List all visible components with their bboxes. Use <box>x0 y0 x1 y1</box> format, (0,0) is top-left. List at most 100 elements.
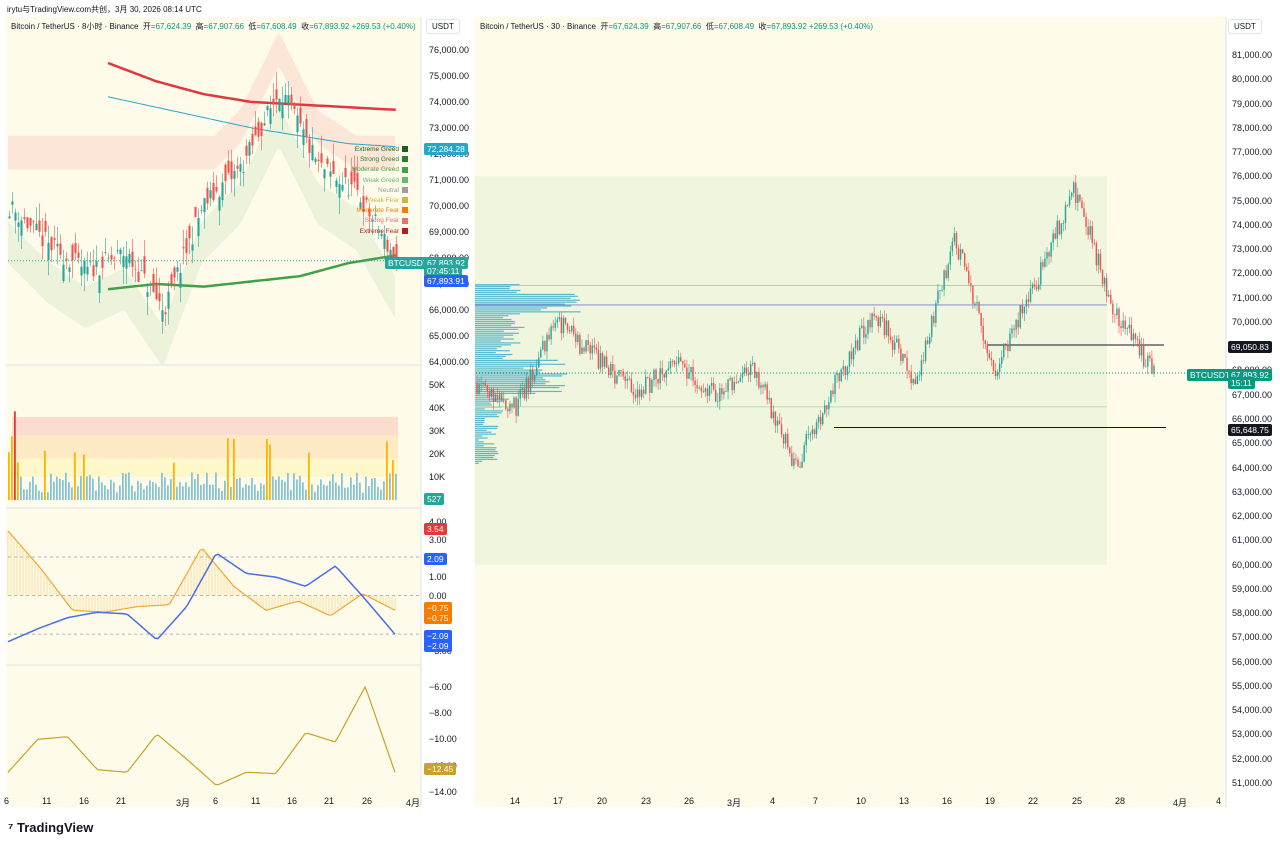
right-candle <box>838 373 840 382</box>
left-candle <box>125 256 128 269</box>
right-volume-profile-bar <box>475 451 498 453</box>
right-candle <box>1013 328 1015 330</box>
right-candle <box>1081 200 1083 209</box>
left-candle <box>194 206 197 218</box>
right-candle <box>498 394 501 400</box>
left-oscillator-tick: 0.00 <box>429 590 447 601</box>
right-candle <box>552 326 554 328</box>
right-candle <box>772 411 775 419</box>
right-volume-profile-bar <box>475 404 493 406</box>
left-candle <box>173 267 176 278</box>
right-candle <box>618 370 620 376</box>
right-price-tick: 77,000.00 <box>1232 147 1273 158</box>
right-candle <box>603 356 606 367</box>
left-volume-tick: 20K <box>429 448 446 459</box>
right-candle <box>1048 252 1050 257</box>
right-candle <box>677 357 680 364</box>
right-candle <box>992 360 995 371</box>
left-candle <box>365 197 368 200</box>
right-candle <box>1040 262 1042 285</box>
right-open: =67,624.39 <box>608 22 649 31</box>
left-volume-bar <box>197 474 199 500</box>
left-volume-bar <box>215 472 217 500</box>
right-candle <box>830 390 832 403</box>
right-candle <box>614 370 616 384</box>
left-high-label: 高 <box>195 22 204 31</box>
left-candle <box>230 161 233 180</box>
right-volume-profile-bar <box>475 383 546 385</box>
right-volume-profile-bar <box>475 367 524 369</box>
left-candle <box>302 129 305 145</box>
left-time-tick: 6 <box>4 796 10 806</box>
left-volume-bar <box>116 492 118 500</box>
left-volume-bar <box>170 479 172 500</box>
right-candle <box>1038 284 1040 290</box>
attribution-header: irytu与TradingView.com共创，3月 30, 2026 08:1… <box>7 5 202 14</box>
left-volume-bar <box>293 473 295 500</box>
right-chart-pane[interactable] <box>474 17 1226 807</box>
right-volume-profile-bar <box>475 357 503 360</box>
right-candle <box>548 334 550 340</box>
right-currency-button[interactable]: USDT <box>1228 19 1262 34</box>
right-volume-profile-bar <box>475 307 548 309</box>
right-candle <box>953 233 956 242</box>
right-candle <box>797 459 799 467</box>
right-candle <box>842 366 844 370</box>
left-candle <box>152 273 155 292</box>
right-candle <box>714 389 717 402</box>
right-volume-profile-bar <box>475 373 568 375</box>
left-currency-button[interactable]: USDT <box>426 19 460 34</box>
right-candle <box>719 388 721 402</box>
left-candle <box>65 258 68 261</box>
left-time-tick: 21 <box>324 796 335 806</box>
right-time-tick: 10 <box>856 796 867 806</box>
right-price-tick: 56,000.00 <box>1232 656 1273 667</box>
right-candle <box>1097 253 1100 266</box>
fear-greed-label: Moderate Greed <box>351 166 399 174</box>
right-candle <box>533 375 536 381</box>
right-candle <box>647 377 649 378</box>
right-volume-profile-bar <box>475 416 499 418</box>
right-candle <box>968 270 970 284</box>
right-candle <box>486 385 489 392</box>
left-chart-pane[interactable] <box>6 17 421 807</box>
right-volume-profile-bar <box>475 338 514 340</box>
right-candle <box>562 317 565 334</box>
right-volume-profile-bar <box>475 375 563 377</box>
right-price-tick: 60,000.00 <box>1232 559 1273 570</box>
fear-greed-item: Moderate Fear <box>356 207 408 214</box>
right-volume-profile-bar <box>475 392 536 394</box>
right-candle <box>795 458 797 460</box>
left-candle <box>62 264 65 281</box>
right-candle <box>873 313 875 316</box>
left-candle <box>374 214 377 216</box>
right-candle <box>908 370 910 372</box>
right-candle <box>776 420 779 426</box>
right-price-tick: 63,000.00 <box>1232 486 1273 497</box>
left-volume-bar <box>95 490 97 500</box>
left-candle <box>323 169 326 179</box>
left-candle <box>155 282 158 300</box>
left-pane4-tag: −12.45 <box>424 763 457 775</box>
right-volume-profile-bar <box>475 381 550 383</box>
right-volume-profile-bar <box>475 421 485 424</box>
right-candle <box>758 371 760 388</box>
right-candle <box>1029 288 1032 302</box>
right-candle <box>1079 194 1081 201</box>
tradingview-logo[interactable]: ⁷ TradingView <box>8 820 93 835</box>
right-volume-profile-bar <box>475 346 502 348</box>
left-candle <box>344 167 347 178</box>
right-volume-profile-bar <box>475 319 512 321</box>
right-candle <box>634 395 637 398</box>
left-osc-blue-tag: 2.09 <box>424 553 447 565</box>
right-volume-profile-bar <box>475 439 479 441</box>
right-volume-profile-bar <box>475 287 510 290</box>
left-volume-bar <box>275 479 277 500</box>
left-candle <box>167 291 170 309</box>
right-candle <box>737 381 740 383</box>
tradingview-logo-icon: ⁷ <box>8 820 14 835</box>
right-candle <box>846 366 849 376</box>
right-candle <box>710 383 713 387</box>
right-candle <box>636 389 639 398</box>
right-candle <box>593 345 596 348</box>
